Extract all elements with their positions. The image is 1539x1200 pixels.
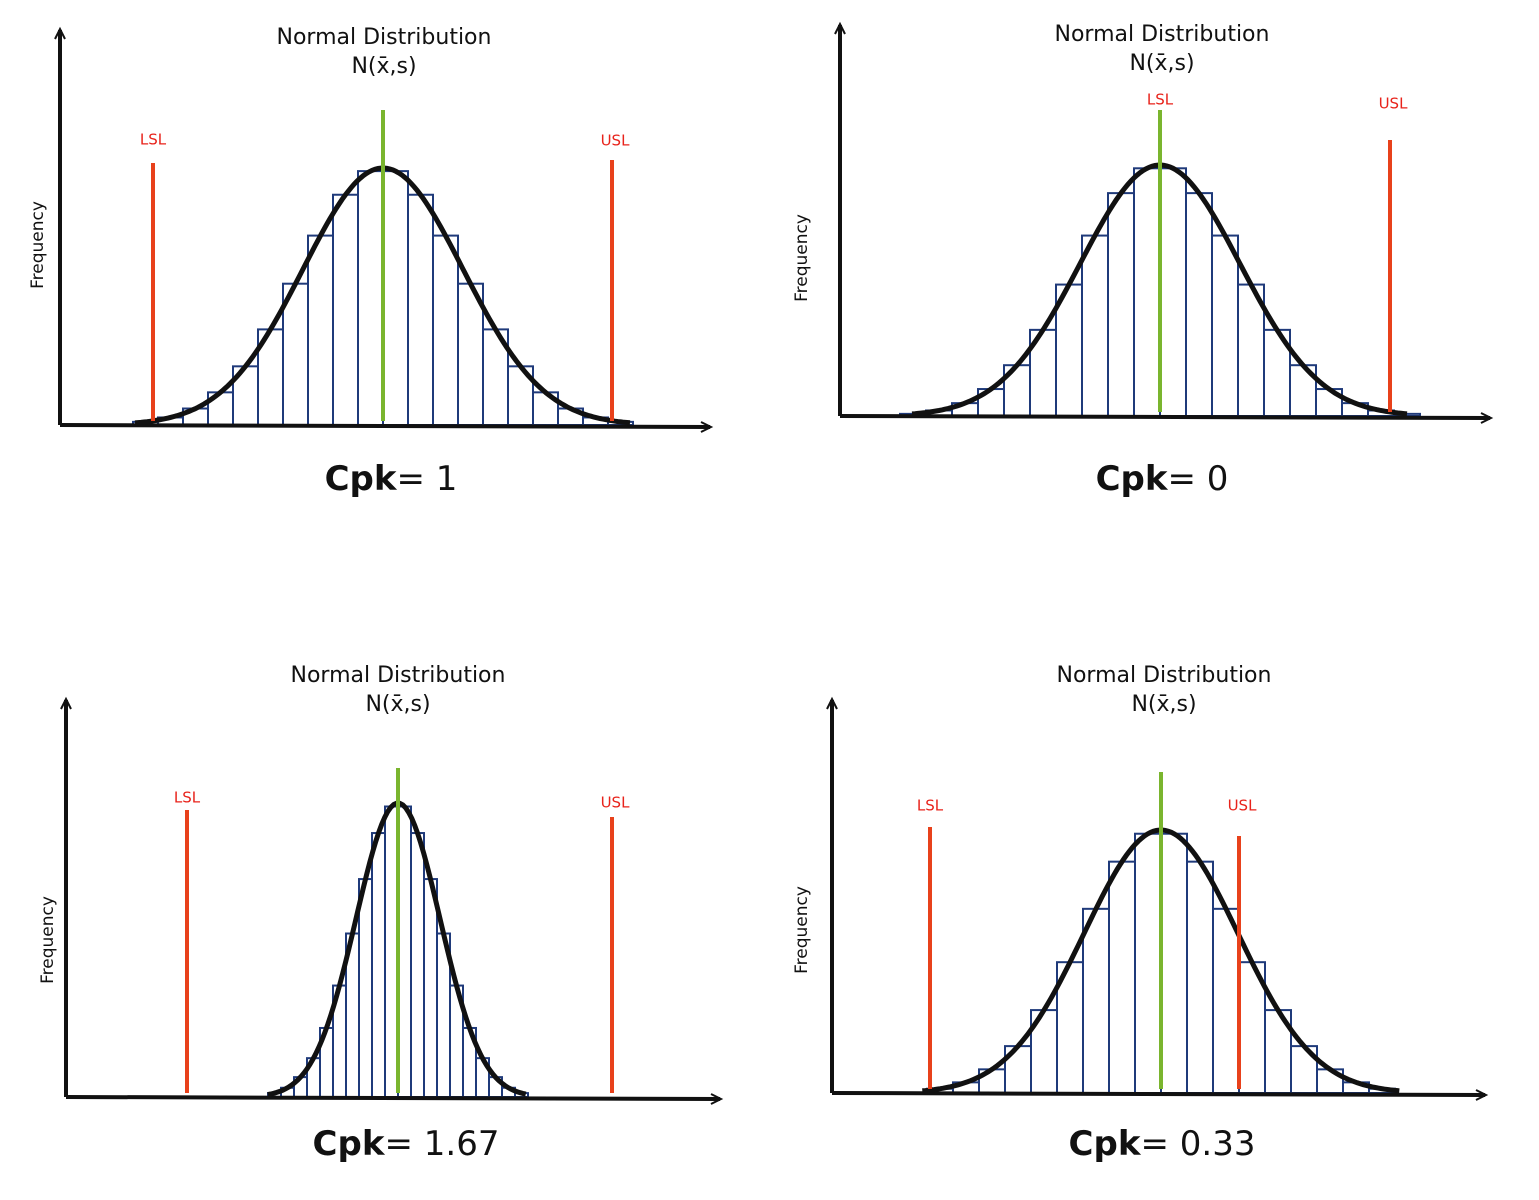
histogram-bar [1082, 907, 1110, 1094]
chart-title: Normal Distribution [1055, 22, 1270, 47]
chart-subtitle: N(x̄,s) [1131, 692, 1196, 717]
spec-label: LSL [1147, 91, 1174, 109]
chart-subtitle: N(x̄,s) [351, 54, 416, 79]
spec-label: LSL [917, 797, 944, 815]
histogram-bar [1211, 234, 1239, 417]
cpk-label: Cpk [313, 1124, 386, 1164]
cpk-value: = 0 [1167, 459, 1228, 499]
spec-label: USL [1379, 95, 1409, 113]
histogram-bar [1133, 167, 1161, 417]
chart-subtitle: N(x̄,s) [365, 692, 430, 717]
panel: LSL USL Normal Distribution N(x̄,s) Frequenc… [792, 21, 1494, 499]
cpk-value: = 0.33 [1140, 1124, 1255, 1164]
cpk-label: Cpk [325, 459, 398, 499]
y-axis-label: Frequency [28, 201, 48, 289]
y-axis-label: Frequency [792, 886, 812, 974]
panel: LSL USL Normal Distribution N(x̄,s) Frequenc… [792, 663, 1489, 1164]
spec-label: USL [1228, 797, 1258, 815]
histogram-bar [1212, 907, 1240, 1094]
x-axis [65, 1093, 724, 1105]
histogram-bar [307, 234, 334, 426]
chart-subtitle: N(x̄,s) [1129, 51, 1194, 76]
spec-label: USL [601, 132, 631, 150]
cpk-value: = 1 [396, 459, 457, 499]
histogram-bar [1108, 860, 1136, 1094]
x-axis [831, 1089, 1489, 1101]
histogram-bar [1134, 832, 1162, 1094]
panel: LSL USL Normal Distribution N(x̄,s) Frequenc… [28, 25, 714, 499]
histogram-bar [432, 234, 459, 426]
spec-label: LSL [140, 131, 167, 149]
panel: LSL USL Normal Distribution N(x̄,s) Frequenc… [38, 663, 724, 1164]
histogram-bar [423, 878, 438, 1098]
x-axis [839, 412, 1494, 424]
chart-title: Normal Distribution [1057, 663, 1272, 688]
histogram-bar [332, 193, 359, 426]
histogram-bar [1081, 234, 1109, 417]
cpk-label: Cpk [1069, 1124, 1142, 1164]
histogram-bar [1107, 192, 1135, 417]
cpk-text: Cpk= 0 [1096, 459, 1229, 499]
histogram-bar [1186, 860, 1214, 1094]
spec-label: USL [601, 794, 631, 812]
histogram-bar [358, 878, 373, 1098]
histogram-bar [407, 193, 434, 426]
chart-title: Normal Distribution [277, 25, 492, 50]
cpk-text: Cpk= 0.33 [1069, 1124, 1256, 1164]
chart-title: Normal Distribution [291, 663, 506, 688]
histogram-bar [1159, 167, 1187, 417]
y-axis-label: Frequency [38, 896, 58, 984]
y-axis-label: Frequency [792, 214, 812, 302]
histogram-bar [357, 170, 384, 426]
histogram-bar [410, 832, 425, 1099]
histogram-bar [382, 170, 409, 426]
cpk-text: Cpk= 1.67 [313, 1124, 500, 1164]
x-axis [59, 421, 714, 433]
cpk-value: = 1.67 [384, 1124, 499, 1164]
cpk-text: Cpk= 1 [325, 459, 458, 499]
histogram-bar [1185, 192, 1213, 417]
spec-label: LSL [174, 789, 201, 807]
histogram-bar [1160, 832, 1188, 1094]
cpk-label: Cpk [1096, 459, 1169, 499]
histogram-bar [371, 832, 386, 1099]
